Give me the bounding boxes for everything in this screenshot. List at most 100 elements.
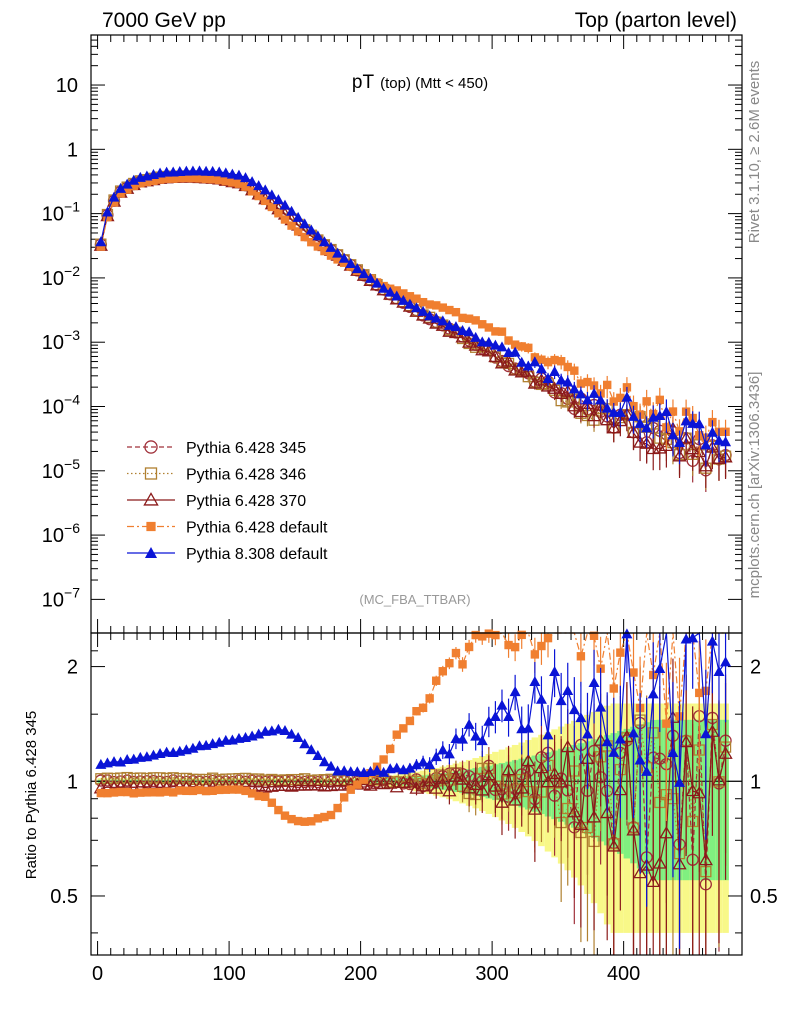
data-marker [310,778,325,791]
data-marker [168,174,178,183]
data-marker [700,439,712,450]
legend: Pythia 6.428 345 Pythia 6.428 346 Pythia 6… [127,440,328,563]
data-marker [307,817,316,826]
xtick-label: 200 [344,963,377,985]
data-marker [463,718,475,729]
data-marker [711,773,727,786]
data-marker [272,774,285,786]
data-marker [261,196,270,206]
data-marker [325,760,337,771]
data-marker [614,733,626,744]
data-marker [103,212,112,222]
ratio-ylabel: Ratio to Pythia 6.428 345 [23,711,40,879]
data-marker [445,305,454,315]
tick-exp: −4 [64,392,80,408]
data-marker [109,788,119,797]
data-marker [358,268,370,279]
data-marker [573,404,589,418]
data-marker [274,805,283,815]
data-marker [508,793,523,806]
data-marker [521,364,536,377]
ratio-ytick-label-left: 0.5 [50,886,78,908]
data-marker [254,191,263,201]
data-marker [537,641,546,651]
data-marker [509,346,521,357]
data-marker [253,728,265,739]
plot-frames [90,34,743,956]
data-marker [253,773,265,785]
main-frame [90,34,743,634]
data-marker [535,363,547,374]
data-marker [307,237,316,247]
data-marker [108,772,120,785]
data-marker [429,781,444,794]
data-marker [510,340,520,349]
data-marker [279,725,291,736]
data-marker [293,816,303,826]
data-marker [299,738,311,749]
ratio-ytick-label-left: 1 [67,771,78,793]
data-marker [292,773,304,786]
data-marker [305,224,317,235]
main-ytick-label: 10 [56,75,78,97]
data-marker [705,724,720,737]
data-marker [626,823,641,836]
data-marker [481,767,496,781]
data-marker [659,825,674,839]
data-marker [692,785,707,799]
data-marker [299,773,311,785]
data-marker [641,422,653,433]
data-marker [706,426,718,437]
data-marker [285,773,298,786]
data-marker [128,772,140,785]
data-marker [475,783,490,796]
data-marker [478,320,487,329]
data-marker [632,865,648,879]
data-marker [129,181,138,191]
data-marker [412,294,421,303]
data-marker [422,773,437,787]
data-marker [116,787,125,797]
data-marker [609,684,618,693]
data-marker [292,732,304,743]
data-marker [514,781,529,794]
data-marker [215,175,224,185]
data-marker [397,294,409,305]
ratio-ytick-label-right: 1 [750,771,761,793]
data-marker [468,777,483,791]
data-marker [154,772,166,784]
data-marker [542,372,554,383]
data-marker [330,778,345,791]
data-marker [471,316,480,325]
data-marker [698,458,713,472]
data-marker [405,292,415,301]
data-marker [586,408,602,422]
series-line [100,176,726,468]
data-marker [540,379,556,392]
data-marker [143,492,159,506]
data-marker [609,397,618,406]
data-marker [391,290,403,301]
xtick-label: 300 [475,963,508,985]
data-marker [272,194,284,205]
data-marker [351,766,363,777]
data-marker [563,362,572,372]
data-marker [221,785,231,794]
data-marker [162,787,171,796]
data-marker [685,441,700,455]
data-marker [488,349,503,363]
data-marker [560,739,575,753]
data-marker [122,787,132,797]
data-marker [438,667,448,676]
ratio-ytick-label-right: 2 [750,657,761,679]
data-marker [188,173,198,183]
data-marker [573,817,589,830]
data-marker [220,773,232,785]
data-marker [437,744,449,755]
data-marker [695,688,704,698]
data-marker [589,631,599,640]
data-marker [239,772,252,785]
data-marker [471,630,480,640]
data-marker [261,792,270,801]
